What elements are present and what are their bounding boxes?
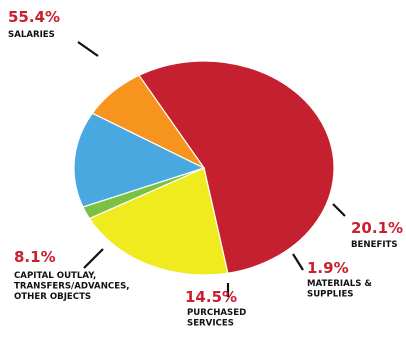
leader-lines — [77, 41, 346, 297]
leader-line-benefits — [332, 203, 346, 217]
percent-label-benefits: 20.1% — [351, 219, 403, 237]
percent-label-purchased-services: 14.5% — [185, 288, 237, 306]
category-label-line: PURCHASED — [187, 308, 246, 318]
category-label-line: SERVICES — [187, 319, 234, 329]
percent-label-salaries: 55.4% — [8, 8, 60, 26]
category-label-benefits: BENEFITS — [351, 240, 398, 250]
category-label-salaries: SALARIES — [8, 30, 55, 40]
leader-line-capital-outlay — [83, 248, 104, 269]
category-label-materials-supplies: MATERIALS & SUPPLIES — [307, 279, 372, 300]
leader-line-materials-supplies — [292, 253, 304, 271]
category-label-purchased-services: PURCHASED SERVICES — [187, 308, 246, 329]
percent-label-materials-supplies: 1.9% — [307, 259, 349, 277]
pie-slice-purchased-services — [73, 112, 206, 208]
pie-slices — [73, 60, 335, 276]
category-label-line: CAPITAL OUTLAY, — [14, 271, 96, 281]
pie-slice-benefits — [88, 167, 229, 276]
category-label-line: SALARIES — [8, 30, 55, 40]
pie-slice-capital-outlay — [91, 74, 205, 169]
pie-slice-salaries — [138, 60, 335, 274]
category-label-line: MATERIALS & — [307, 279, 372, 289]
category-label-line: TRANSFERS/ADVANCES, — [14, 282, 130, 292]
category-label-line: SUPPLIES — [307, 290, 354, 300]
category-label-line: OTHER OBJECTS — [14, 292, 91, 302]
category-label-capital-outlay: CAPITAL OUTLAY, TRANSFERS/ADVANCES, OTHER … — [14, 271, 130, 302]
percent-label-capital-outlay: 8.1% — [14, 248, 56, 266]
leader-line-salaries — [77, 41, 99, 57]
category-label-line: BENEFITS — [351, 240, 398, 250]
